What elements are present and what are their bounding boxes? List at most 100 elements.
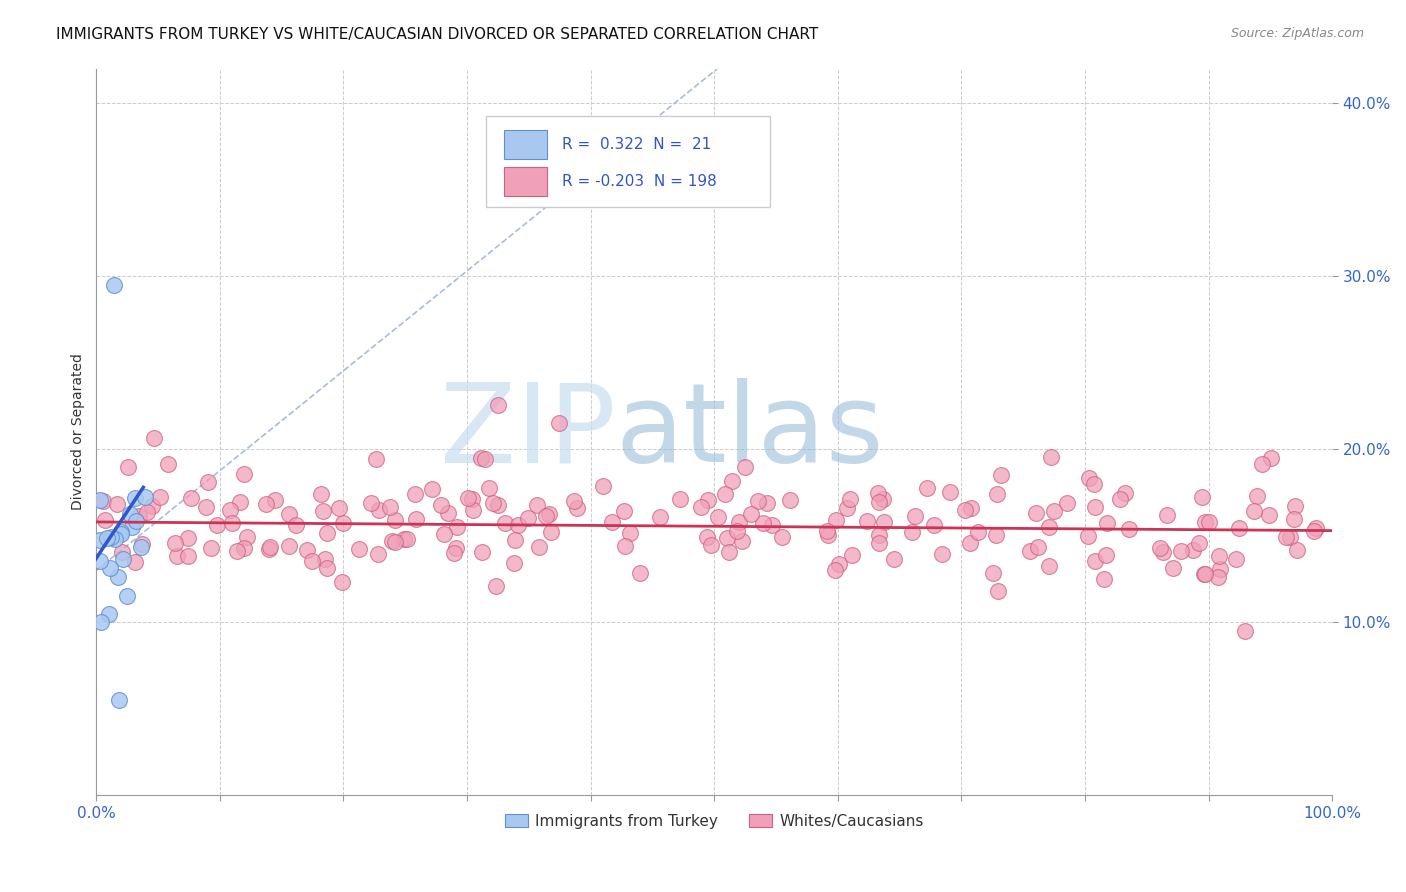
Point: [228, 495, 250, 509]
Point: [725, 524, 748, 538]
Point: [131, 540, 153, 554]
Point: [1260, 450, 1282, 465]
Point: [378, 500, 401, 514]
Point: [486, 498, 509, 512]
Point: [1209, 561, 1232, 575]
Point: [470, 545, 492, 559]
Point: [1152, 545, 1174, 559]
Point: [98, 560, 121, 574]
Point: [394, 532, 416, 546]
Point: [405, 512, 427, 526]
Point: [1206, 570, 1229, 584]
Point: [1161, 561, 1184, 575]
Point: [110, 524, 132, 539]
Point: [89, 554, 111, 568]
Text: IMMIGRANTS FROM TURKEY VS WHITE/CAUCASIAN DIVORCED OR SEPARATED CORRELATION CHAR: IMMIGRANTS FROM TURKEY VS WHITE/CAUCASIA…: [56, 27, 818, 42]
Point: [328, 500, 350, 515]
Point: [107, 570, 129, 584]
Point: [1043, 504, 1066, 518]
Point: [1149, 541, 1171, 555]
Point: [613, 504, 636, 518]
Point: [1083, 477, 1105, 491]
Point: [125, 514, 148, 528]
Point: [97, 607, 120, 621]
Point: [1243, 503, 1265, 517]
Point: [218, 503, 240, 517]
Point: [1056, 496, 1078, 510]
Point: [200, 541, 222, 556]
Point: [835, 500, 858, 515]
Point: [770, 530, 793, 544]
Point: [983, 566, 1005, 581]
Point: [740, 507, 762, 521]
Point: [177, 549, 200, 564]
Point: [990, 468, 1012, 483]
Text: R =  0.322  N =  21: R = 0.322 N = 21: [562, 137, 711, 153]
Point: [367, 548, 389, 562]
Point: [986, 487, 1008, 501]
Point: [437, 506, 460, 520]
Point: [104, 532, 127, 546]
Point: [259, 541, 281, 555]
Point: [915, 481, 938, 495]
Point: [505, 533, 527, 547]
Point: [855, 514, 877, 528]
Text: atlas: atlas: [616, 378, 884, 485]
Point: [117, 590, 139, 604]
Point: [396, 533, 419, 547]
Point: [502, 557, 524, 571]
Point: [728, 515, 751, 529]
Point: [347, 542, 370, 557]
Point: [1208, 549, 1230, 563]
Point: [89, 533, 111, 547]
Point: [1303, 524, 1326, 538]
Point: [1038, 519, 1060, 533]
Point: [444, 541, 467, 555]
Point: [565, 500, 588, 515]
Point: [107, 693, 129, 707]
Point: [526, 498, 548, 512]
Y-axis label: Divorced or Separated: Divorced or Separated: [72, 353, 86, 510]
Point: [1170, 543, 1192, 558]
Point: [1095, 548, 1118, 562]
Point: [1077, 529, 1099, 543]
Point: [284, 518, 307, 533]
Point: [1258, 508, 1281, 523]
Point: [716, 532, 738, 546]
Point: [904, 508, 927, 523]
Point: [368, 503, 391, 517]
Point: [1250, 457, 1272, 471]
Point: [257, 541, 280, 556]
Point: [1246, 489, 1268, 503]
Point: [506, 518, 529, 533]
Point: [1194, 566, 1216, 581]
Point: [619, 526, 641, 541]
Point: [841, 548, 863, 562]
Point: [91, 493, 114, 508]
Point: [1274, 530, 1296, 544]
Point: [254, 497, 277, 511]
Point: [142, 431, 165, 445]
Point: [420, 482, 443, 496]
Point: [332, 516, 354, 531]
Point: [1025, 506, 1047, 520]
Point: [429, 498, 451, 512]
Point: [817, 528, 839, 542]
Point: [131, 537, 153, 551]
Point: [474, 451, 496, 466]
Point: [264, 492, 287, 507]
Point: [384, 513, 406, 527]
Point: [690, 500, 713, 515]
Point: [194, 500, 217, 514]
Point: [1084, 500, 1107, 514]
Point: [592, 479, 614, 493]
Point: [600, 515, 623, 529]
Point: [866, 486, 889, 500]
Point: [731, 534, 754, 549]
Point: [1227, 520, 1250, 534]
Point: [548, 417, 571, 431]
Text: ZIP: ZIP: [440, 378, 616, 485]
Text: R = -0.203  N = 198: R = -0.203 N = 198: [562, 174, 717, 189]
Point: [236, 530, 259, 544]
Point: [838, 492, 860, 507]
